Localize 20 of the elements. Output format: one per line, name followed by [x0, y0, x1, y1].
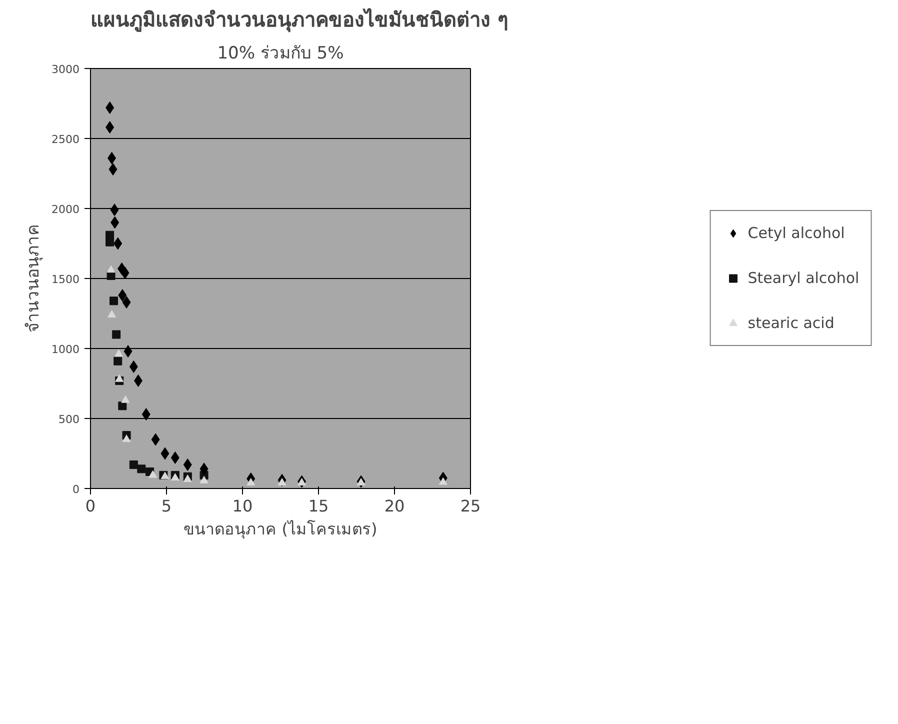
y-tick-label: 2000 [52, 203, 80, 216]
y-tick-label: 1000 [52, 343, 80, 356]
legend-label: Cetyl alcohol [748, 224, 845, 242]
x-tick-label: 0 [85, 496, 96, 516]
y-tick-label: 0 [72, 483, 80, 496]
x-axis-title: ขนาดอนุภาค (ไมโครเมตร) [184, 520, 378, 540]
x-tick-label: 15 [308, 496, 329, 516]
y-tick-label: 1500 [52, 273, 80, 286]
y-tick-label: 3000 [52, 63, 80, 76]
legend-label: Stearyl alcohol [748, 269, 860, 287]
y-tick-label: 2500 [52, 133, 80, 146]
x-tick-label: 5 [161, 496, 172, 516]
y-axis-title: จำนวนอนุภาค [24, 224, 44, 332]
y-tick-label: 500 [58, 413, 80, 426]
x-tick-label: 25 [460, 496, 481, 516]
chart-subtitle: 10% ร่วมกับ 5% [217, 44, 344, 64]
chart-title: แผนภูมิแสดงจำนวนอนุภาคของไขมันชนิดต่าง ๆ [90, 8, 508, 34]
x-tick-label: 20 [384, 496, 405, 516]
legend-label: stearic acid [748, 314, 834, 332]
x-tick-label: 10 [232, 496, 253, 516]
